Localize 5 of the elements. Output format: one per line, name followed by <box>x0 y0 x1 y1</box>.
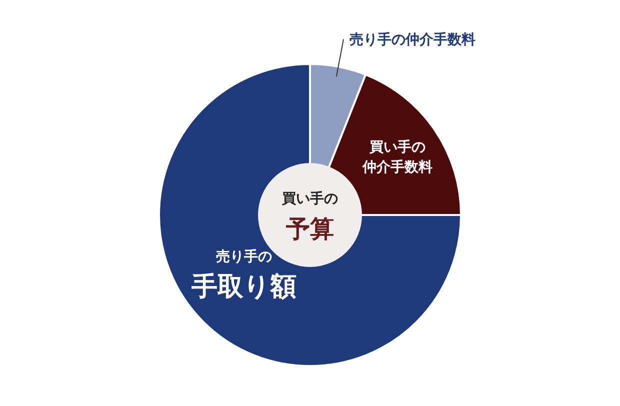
slice-label: 売り手の手取り額 <box>190 248 296 302</box>
text: 買い手の <box>281 190 338 207</box>
text: 予算 <box>285 215 334 243</box>
slice-label: 売り手の仲介手数料 <box>350 31 476 48</box>
slice-label: 買い手の仲介手数料 <box>361 138 432 176</box>
